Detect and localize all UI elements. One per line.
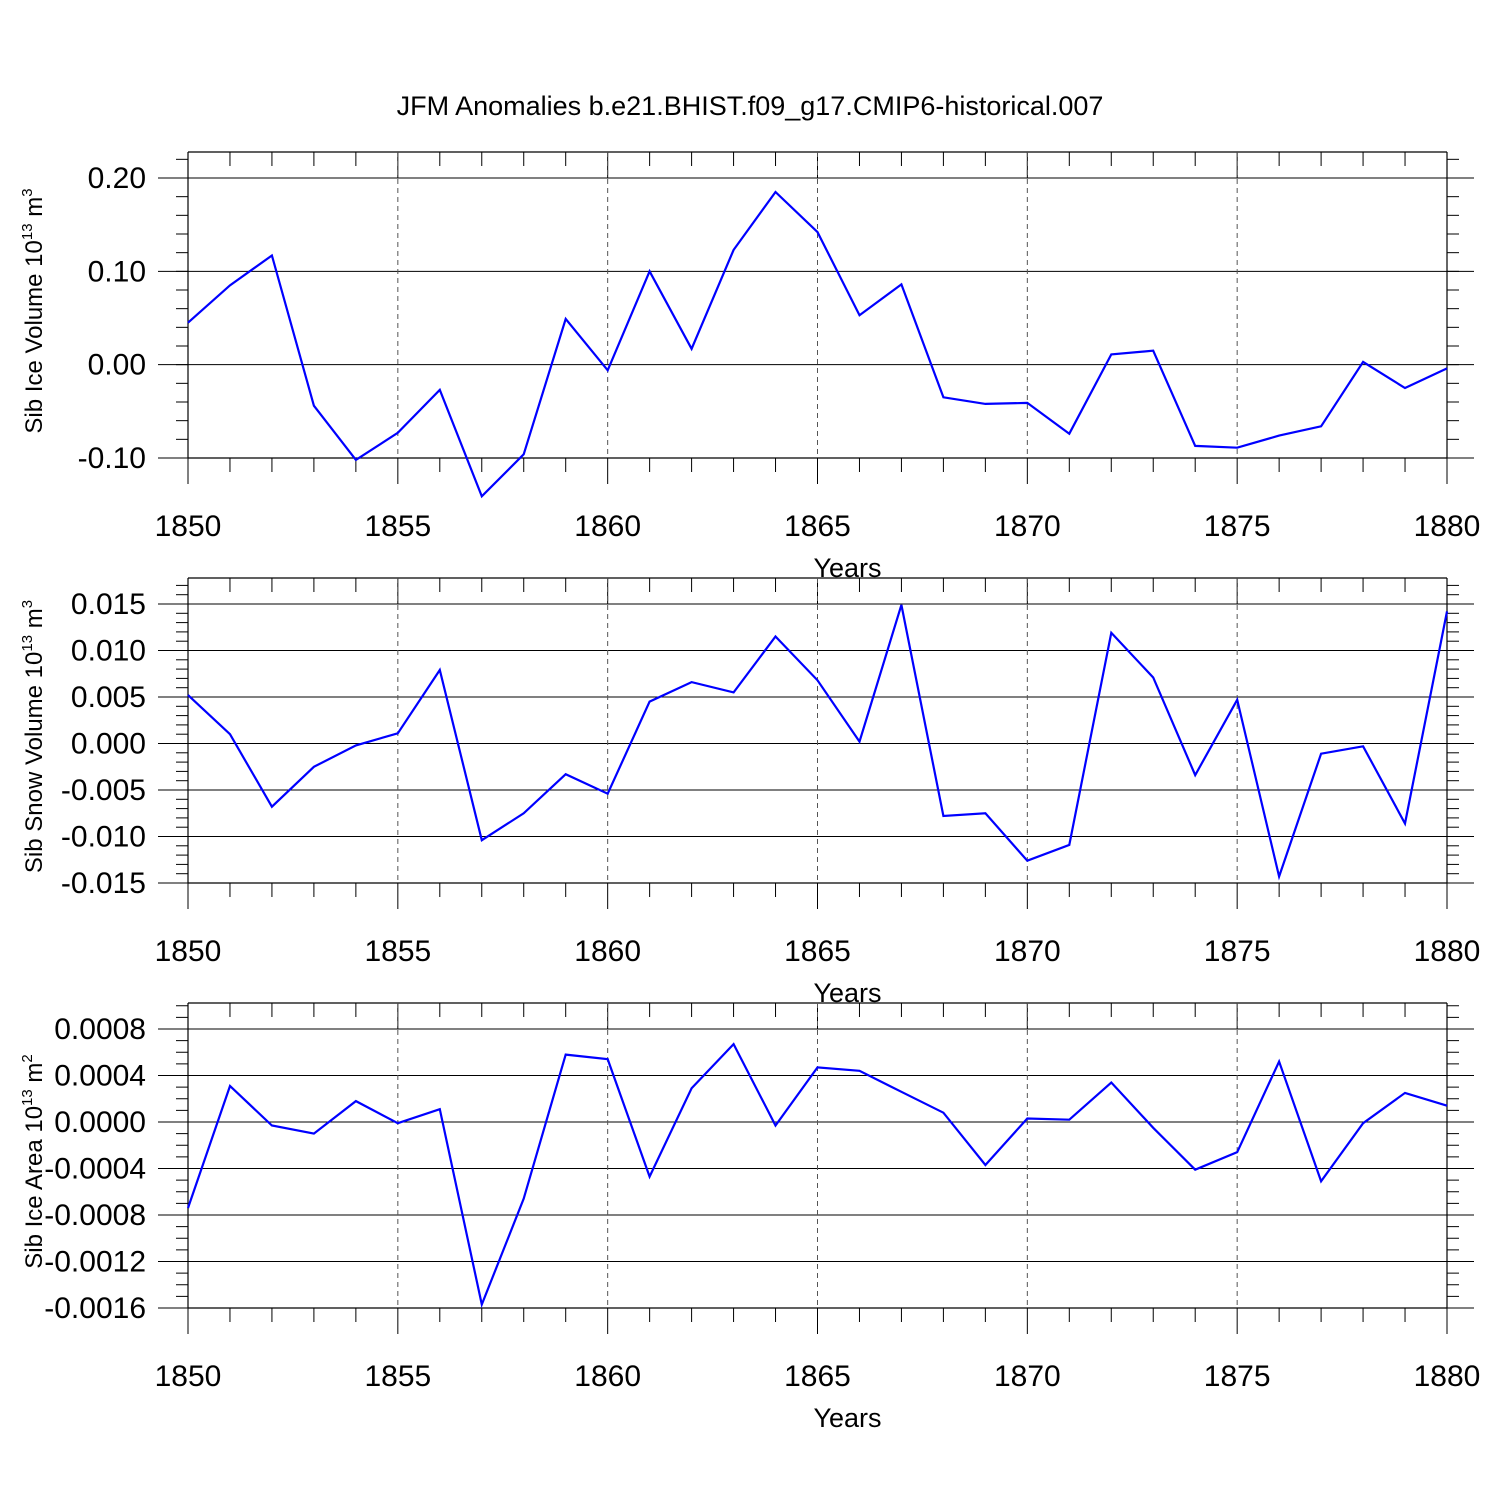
- y-tick-label: 0.00: [88, 349, 146, 382]
- y-tick-label: 0.000: [71, 728, 146, 761]
- y-axis-label: Sib Snow Volume 1013 m3: [19, 600, 48, 873]
- y-tick-label: -0.005: [61, 774, 146, 807]
- x-tick-label: 1865: [784, 510, 851, 543]
- y-tick-label: -0.10: [78, 442, 146, 475]
- y-tick-label: 0.005: [71, 681, 146, 714]
- y-tick-label: 0.0008: [54, 1013, 146, 1046]
- y-label-unit: m: [21, 1063, 48, 1090]
- x-tick-label: 1880: [1414, 935, 1481, 968]
- y-tick-label: 0.010: [71, 635, 146, 668]
- x-tick-label: 1870: [994, 1360, 1061, 1393]
- y-tick-label: -0.0008: [44, 1199, 146, 1232]
- x-tick-label: 1875: [1204, 510, 1271, 543]
- y-label-exponent: 13: [19, 635, 36, 652]
- y-tick-label: -0.010: [61, 821, 146, 854]
- x-tick-label: 1875: [1204, 1360, 1271, 1393]
- x-tick-label: 1860: [574, 1360, 641, 1393]
- y-tick-label: -0.0012: [44, 1246, 146, 1279]
- y-label-text: Sib Ice Volume 10: [21, 240, 48, 433]
- x-tick-label: 1860: [574, 935, 641, 968]
- x-tick-label: 1875: [1204, 935, 1271, 968]
- x-tick-label: 1860: [574, 510, 641, 543]
- x-tick-label: 1870: [994, 935, 1061, 968]
- y-tick-label: 0.10: [88, 255, 146, 288]
- y-label-text: Sib Ice Area 10: [21, 1106, 48, 1269]
- x-axis-label: Years: [813, 1403, 881, 1433]
- x-tick-label: 1870: [994, 510, 1061, 543]
- y-axis-label: Sib Ice Area 1013 m2: [19, 1054, 48, 1268]
- y-tick-label: 0.0004: [54, 1060, 146, 1093]
- y-label-exponent: 13: [19, 1089, 36, 1106]
- y-tick-label: -0.0004: [44, 1153, 146, 1186]
- y-label-unit: m: [21, 608, 48, 635]
- y-tick-label: 0.015: [71, 588, 146, 621]
- panel-3: -0.0016 -0.0012 -0.0008 -0.0004 0.0000 0.0004…: [19, 1003, 1480, 1433]
- x-tick-label: 1850: [155, 935, 222, 968]
- y-label-text: Sib Snow Volume 10: [21, 652, 48, 873]
- x-tick-label: 1865: [784, 1360, 851, 1393]
- x-tick-label: 1855: [364, 510, 431, 543]
- y-label-unit-exponent: 3: [19, 600, 36, 608]
- x-tick-label: 1865: [784, 935, 851, 968]
- y-tick-label: -0.0016: [44, 1292, 146, 1325]
- panel-1: -0.10 0.00 0.10 0.20 1850 1855 1860 1865 1870 187…: [19, 152, 1480, 583]
- y-label-unit: m: [21, 197, 48, 224]
- x-tick-label: 1880: [1414, 510, 1481, 543]
- x-tick-label: 1880: [1414, 1360, 1481, 1393]
- y-tick-label: -0.015: [61, 867, 146, 900]
- y-label-exponent: 13: [19, 223, 36, 240]
- y-tick-label: 0.0000: [54, 1106, 146, 1139]
- panel-2: -0.015 -0.010 -0.005 0.000 0.005 0.010 0.015 18…: [19, 578, 1480, 1008]
- x-tick-label: 1850: [155, 1360, 222, 1393]
- y-tick-label: 0.20: [88, 162, 146, 195]
- y-label-unit-exponent: 2: [19, 1054, 36, 1062]
- x-tick-label: 1855: [364, 1360, 431, 1393]
- x-tick-label: 1855: [364, 935, 431, 968]
- figure-title: JFM Anomalies b.e21.BHIST.f09_g17.CMIP6-…: [397, 91, 1104, 121]
- y-label-unit-exponent: 3: [19, 188, 36, 196]
- y-axis-label: Sib Ice Volume 1013 m3: [19, 188, 48, 433]
- x-tick-label: 1850: [155, 510, 222, 543]
